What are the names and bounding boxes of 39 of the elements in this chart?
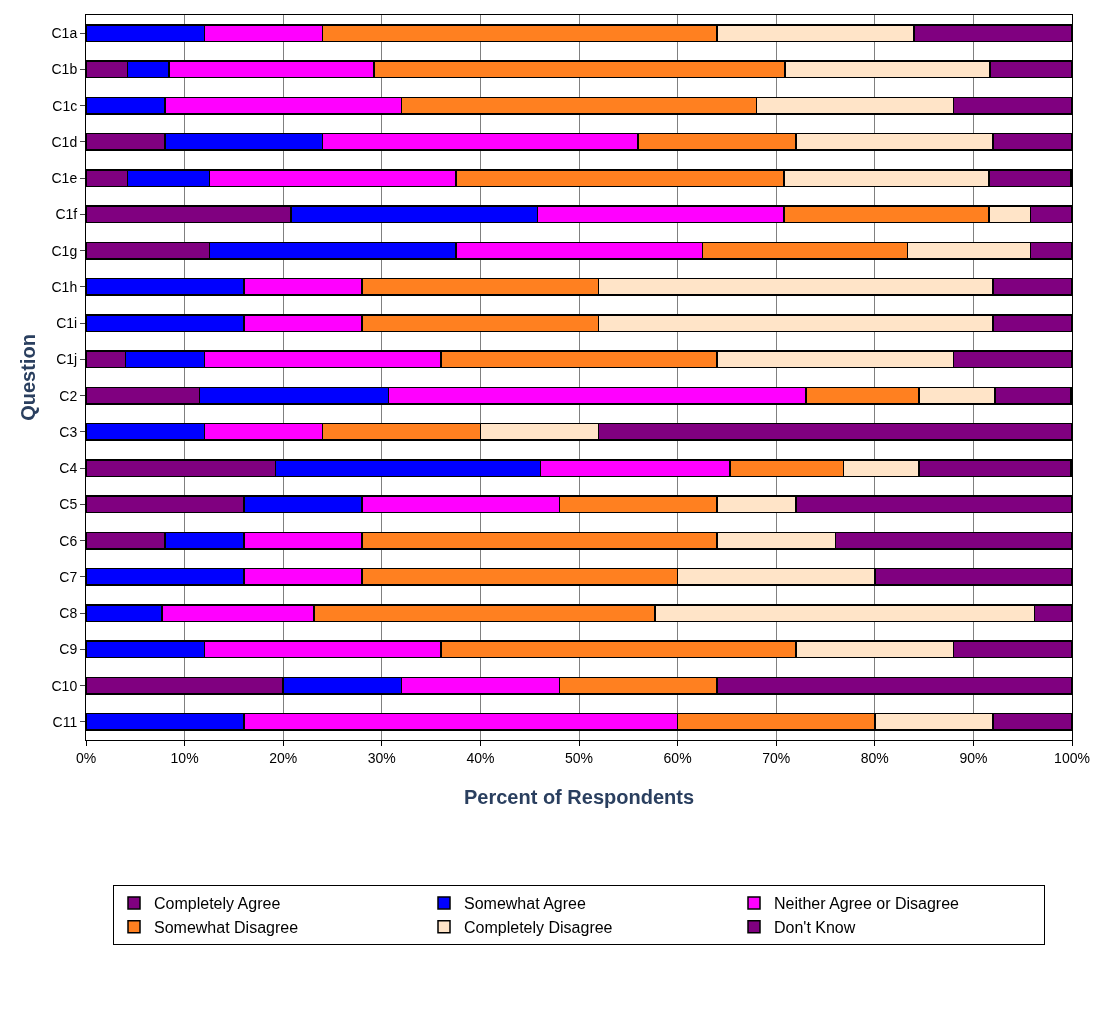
- y-tick-label: C10: [51, 677, 78, 694]
- y-tick-label: C2: [59, 387, 78, 404]
- y-tick-label: C3: [59, 423, 78, 440]
- x-axis-title: Percent of Respondents: [463, 786, 695, 809]
- x-tick-label: 30%: [367, 749, 396, 766]
- x-tick-label: 20%: [269, 749, 298, 766]
- legend-label: Don't Know: [774, 918, 856, 936]
- x-tick-label: 70%: [762, 749, 791, 766]
- y-tick-label: C1g: [51, 242, 78, 259]
- x-tick-label: 10%: [170, 749, 199, 766]
- y-tick-label: C11: [52, 713, 78, 730]
- legend-label: Neither Agree or Disagree: [774, 895, 960, 913]
- y-tick-label: C9: [59, 641, 78, 658]
- y-tick-label: C1j: [56, 351, 78, 368]
- legend-label: Somewhat Agree: [464, 895, 586, 913]
- x-tick-label: 100%: [1054, 749, 1090, 766]
- legend-label: Completely Agree: [154, 895, 281, 913]
- x-tick-label: 40%: [466, 749, 495, 766]
- x-tick-label: 50%: [564, 749, 594, 766]
- y-tick-label: C1h: [51, 278, 78, 295]
- y-tick-label: C4: [59, 460, 78, 477]
- legend-label: Completely Disagree: [464, 918, 613, 936]
- y-tick-label: C5: [59, 496, 78, 513]
- x-tick-label: 60%: [663, 749, 692, 766]
- y-tick-label: C7: [59, 568, 78, 585]
- y-tick-label: C1c: [52, 97, 78, 114]
- legend-label: Somewhat Disagree: [154, 918, 299, 936]
- y-tick-label: C6: [59, 532, 78, 549]
- y-tick-label: C1a: [51, 25, 78, 42]
- x-tick-label: 0%: [75, 749, 97, 766]
- y-tick-label: C1e: [51, 170, 78, 187]
- y-tick-label: C1f: [55, 206, 78, 223]
- y-tick-label: C8: [59, 605, 78, 622]
- y-tick-label: C1b: [51, 61, 78, 78]
- y-tick-label: C1i: [56, 315, 78, 332]
- y-axis-title: Question: [17, 334, 40, 421]
- x-tick-label: 80%: [860, 749, 889, 766]
- y-tick-label: C1d: [51, 133, 78, 150]
- x-tick-label: 90%: [959, 749, 988, 766]
